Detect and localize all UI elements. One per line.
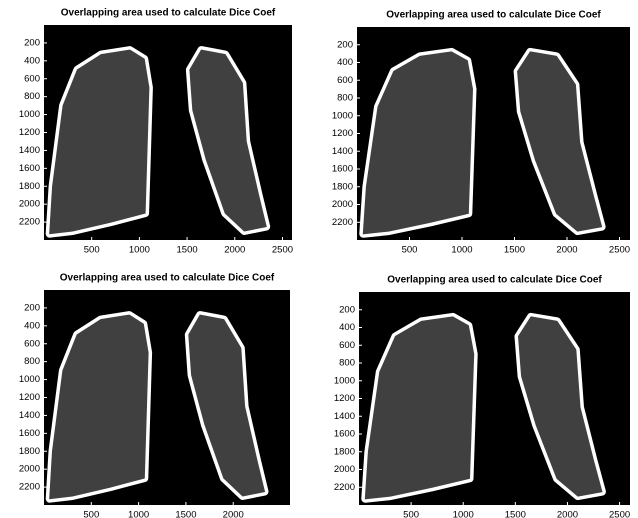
y-tick-label: 2000 [334,464,355,475]
y-tick-label: 2200 [19,217,40,228]
x-tick-label: 1000 [129,245,150,256]
y-tick-label: 1200 [332,128,353,139]
x-tick-label: 500 [83,510,99,518]
panel-title: Overlapping area used to calculate Dice … [387,275,602,286]
y-tick-label: 1000 [334,375,355,386]
x-tick-label: 2500 [609,510,630,518]
y-tick-label: 200 [24,302,40,313]
y-tick-label: 1800 [332,181,353,192]
x-tick-label: 2000 [556,245,577,256]
y-tick-label: 400 [24,55,40,66]
x-tick-label: 1000 [451,245,472,256]
y-tick-label: 1000 [19,374,40,385]
y-tick-label: 200 [24,37,40,48]
y-tick-label: 2000 [332,199,353,210]
y-tick-label: 2000 [19,199,40,210]
x-tick-label: 1000 [453,510,474,518]
y-tick-label: 200 [337,39,353,50]
y-tick-label: 1600 [19,163,40,174]
panel-title: Overlapping area used to calculate Dice … [386,10,601,21]
x-tick-label: 1500 [177,245,198,256]
y-tick-label: 1400 [19,410,40,421]
y-tick-label: 2200 [334,482,355,493]
y-tick-label: 1800 [19,446,40,457]
y-tick-label: 400 [24,320,40,331]
y-tick-label: 800 [339,358,355,369]
y-tick-label: 400 [337,57,353,68]
y-tick-label: 1800 [334,446,355,457]
y-tick-label: 400 [339,322,355,333]
page: Overlapping area used to calculate Dice … [0,0,638,518]
y-tick-label: 800 [337,93,353,104]
panel-title: Overlapping area used to calculate Dice … [61,8,276,19]
y-tick-label: 1400 [19,145,40,156]
y-tick-label: 1800 [19,181,40,192]
x-tick-label: 500 [402,245,418,256]
y-tick-label: 1400 [334,411,355,422]
x-tick-label: 1500 [504,245,525,256]
x-tick-label: 1500 [175,510,196,518]
y-tick-label: 1600 [334,429,355,440]
y-tick-label: 1000 [332,110,353,121]
y-tick-label: 800 [24,356,40,367]
y-tick-label: 2000 [19,464,40,475]
y-tick-label: 1600 [19,428,40,439]
figure: Overlapping area used to calculate Dice … [0,0,638,518]
y-tick-label: 1600 [332,164,353,175]
y-tick-label: 1000 [19,109,40,120]
y-tick-label: 2200 [332,217,353,228]
y-tick-label: 1200 [19,127,40,138]
x-tick-label: 2000 [223,510,244,518]
y-tick-label: 1400 [332,146,353,157]
x-tick-label: 500 [403,510,419,518]
x-tick-label: 2500 [609,245,630,256]
y-tick-label: 1200 [334,393,355,404]
x-tick-label: 1500 [505,510,526,518]
x-tick-label: 2000 [224,245,245,256]
y-tick-label: 800 [24,91,40,102]
x-tick-label: 1000 [128,510,149,518]
y-tick-label: 600 [337,75,353,86]
y-tick-label: 600 [24,338,40,349]
x-tick-label: 2500 [272,245,293,256]
y-tick-label: 2200 [19,482,40,493]
y-tick-label: 1200 [19,392,40,403]
y-tick-label: 200 [339,304,355,315]
x-tick-label: 2000 [557,510,578,518]
y-tick-label: 600 [339,340,355,351]
x-tick-label: 500 [84,245,100,256]
y-tick-label: 600 [24,73,40,84]
panel-title: Overlapping area used to calculate Dice … [60,273,275,284]
